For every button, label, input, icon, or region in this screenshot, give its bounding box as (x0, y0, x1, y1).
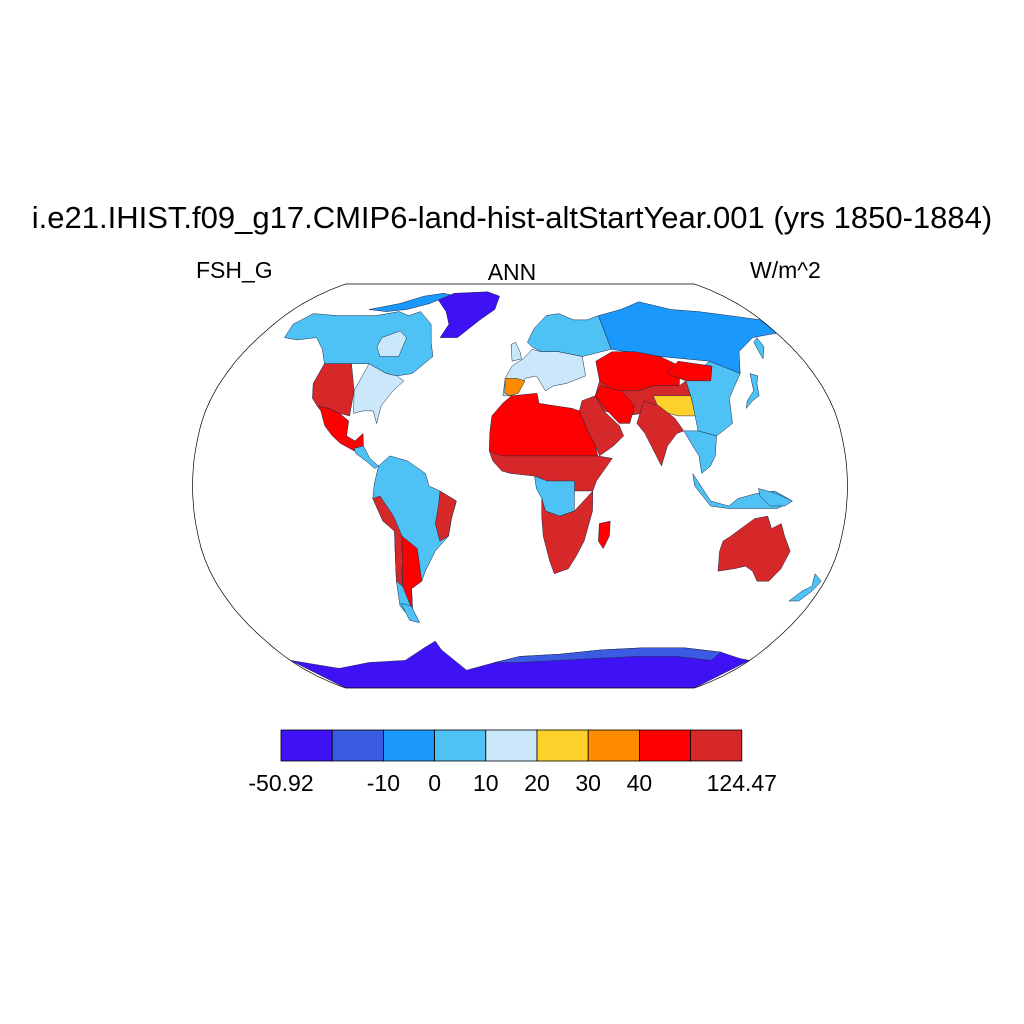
colorbar-label: -10 (366, 770, 401, 796)
colorbar-label: 40 (626, 770, 653, 796)
land-mongolia (666, 360, 713, 382)
colorbar-label: 10 (473, 770, 499, 796)
land-se-asia (683, 430, 717, 474)
colorbar-label: 20 (524, 770, 550, 796)
land-new-guinea (758, 488, 793, 507)
land-canadian-arctic (368, 293, 452, 312)
land-mexico (316, 405, 364, 452)
land-north-america-north (284, 311, 434, 377)
land-madagascar (598, 520, 611, 550)
land-india (636, 400, 685, 467)
colorbar-label: 30 (575, 770, 601, 796)
land-iran (594, 385, 635, 424)
land-australia (717, 515, 791, 582)
colorbar-swatch (639, 729, 692, 762)
globe-outline (192, 283, 848, 689)
land-greenland (437, 291, 500, 338)
land-patagonia-south (400, 603, 421, 624)
period-label: ANN (487, 259, 537, 285)
colorbar-swatch (280, 729, 333, 762)
variable-label: FSH_G (196, 257, 273, 283)
land-central-america (353, 445, 379, 469)
land-antarctica-coast (494, 647, 722, 663)
land-uk (510, 341, 522, 362)
colorbar-label: 0 (428, 770, 441, 796)
land-new-zealand (788, 573, 822, 602)
colorbar-swatch (587, 729, 640, 762)
colorbar (280, 729, 743, 762)
land-argentina (401, 535, 423, 611)
land-congo (534, 475, 575, 517)
colorbar-swatch (331, 729, 384, 762)
land-europe-west (502, 349, 586, 397)
land-africa-south (541, 490, 594, 575)
colorbar-label: -50.92 (248, 770, 314, 796)
colorbar-swatch (382, 729, 435, 762)
land-usa-east (353, 363, 405, 425)
colorbar-swatch (536, 729, 589, 762)
land-hudson-region (376, 330, 407, 357)
map-title: i.e21.IHIST.f09_g17.CMIP6-land-hist-altS… (31, 200, 993, 235)
land-fields (284, 291, 822, 688)
colorbar-swatch (690, 729, 743, 762)
colorbar-label: 124.47 (706, 770, 777, 796)
land-iberia (504, 378, 526, 397)
land-kamchatka (753, 337, 765, 360)
land-europe-north (527, 313, 612, 357)
colorbar-swatch (485, 729, 538, 762)
land-kazakh (595, 351, 681, 392)
land-sahel (488, 450, 613, 492)
colorbar-swatch (434, 729, 487, 762)
land-japan (745, 373, 760, 410)
units-label: W/m^2 (750, 257, 821, 283)
land-brazil-east (435, 490, 457, 542)
